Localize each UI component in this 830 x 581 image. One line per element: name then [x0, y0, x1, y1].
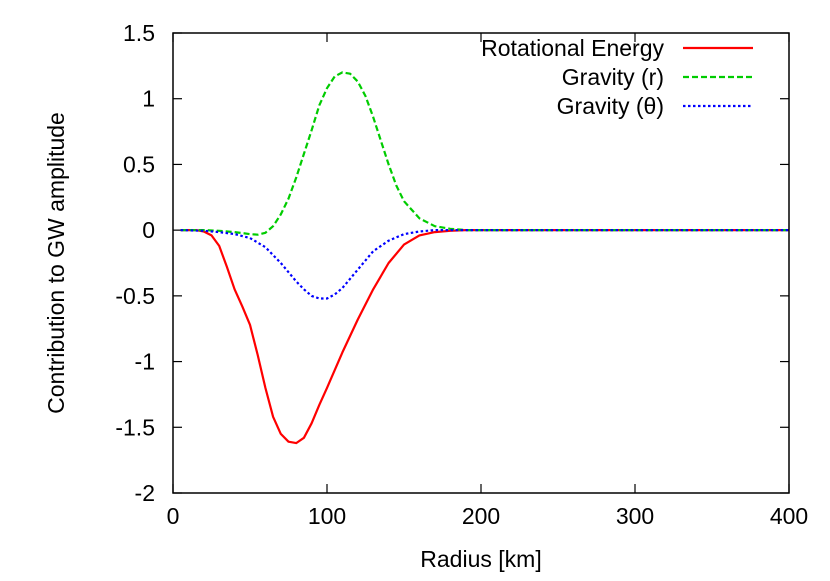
- x-axis-label: Radius [km]: [420, 546, 541, 572]
- series-line-3: [180, 229, 789, 300]
- legend-label: Gravity (θ): [557, 93, 664, 119]
- y-tick-label: -0.5: [115, 283, 155, 309]
- series-line-1: [180, 229, 789, 445]
- x-tick-label: 400: [770, 503, 808, 529]
- x-tick-label: 200: [462, 503, 500, 529]
- series-line-2: [180, 71, 789, 236]
- x-tick-label: 100: [308, 503, 346, 529]
- legend-label: Rotational Energy: [481, 35, 664, 61]
- legend: Rotational Energy Gravity (r) Gravity (θ): [481, 35, 753, 119]
- y-tick-label: -2: [135, 480, 155, 506]
- ticks-layer: 0 100 200 300 400 -2 -1.5 -1 -0.5 0 0.5 1 1.5: [115, 20, 808, 529]
- y-tick-label: -1: [135, 349, 155, 375]
- x-tick-label: 0: [167, 503, 180, 529]
- plot-frame: [172, 32, 790, 494]
- series-layer: [180, 71, 789, 445]
- y-tick-label: 0.5: [123, 151, 155, 177]
- legend-label: Gravity (r): [562, 64, 664, 90]
- y-tick-label: -1.5: [115, 414, 155, 440]
- y-tick-label: 1: [142, 86, 155, 112]
- y-tick-label: 0: [142, 217, 155, 243]
- x-tick-label: 300: [616, 503, 654, 529]
- y-axis-label: Contribution to GW amplitude: [43, 112, 69, 414]
- y-tick-label: 1.5: [123, 20, 155, 46]
